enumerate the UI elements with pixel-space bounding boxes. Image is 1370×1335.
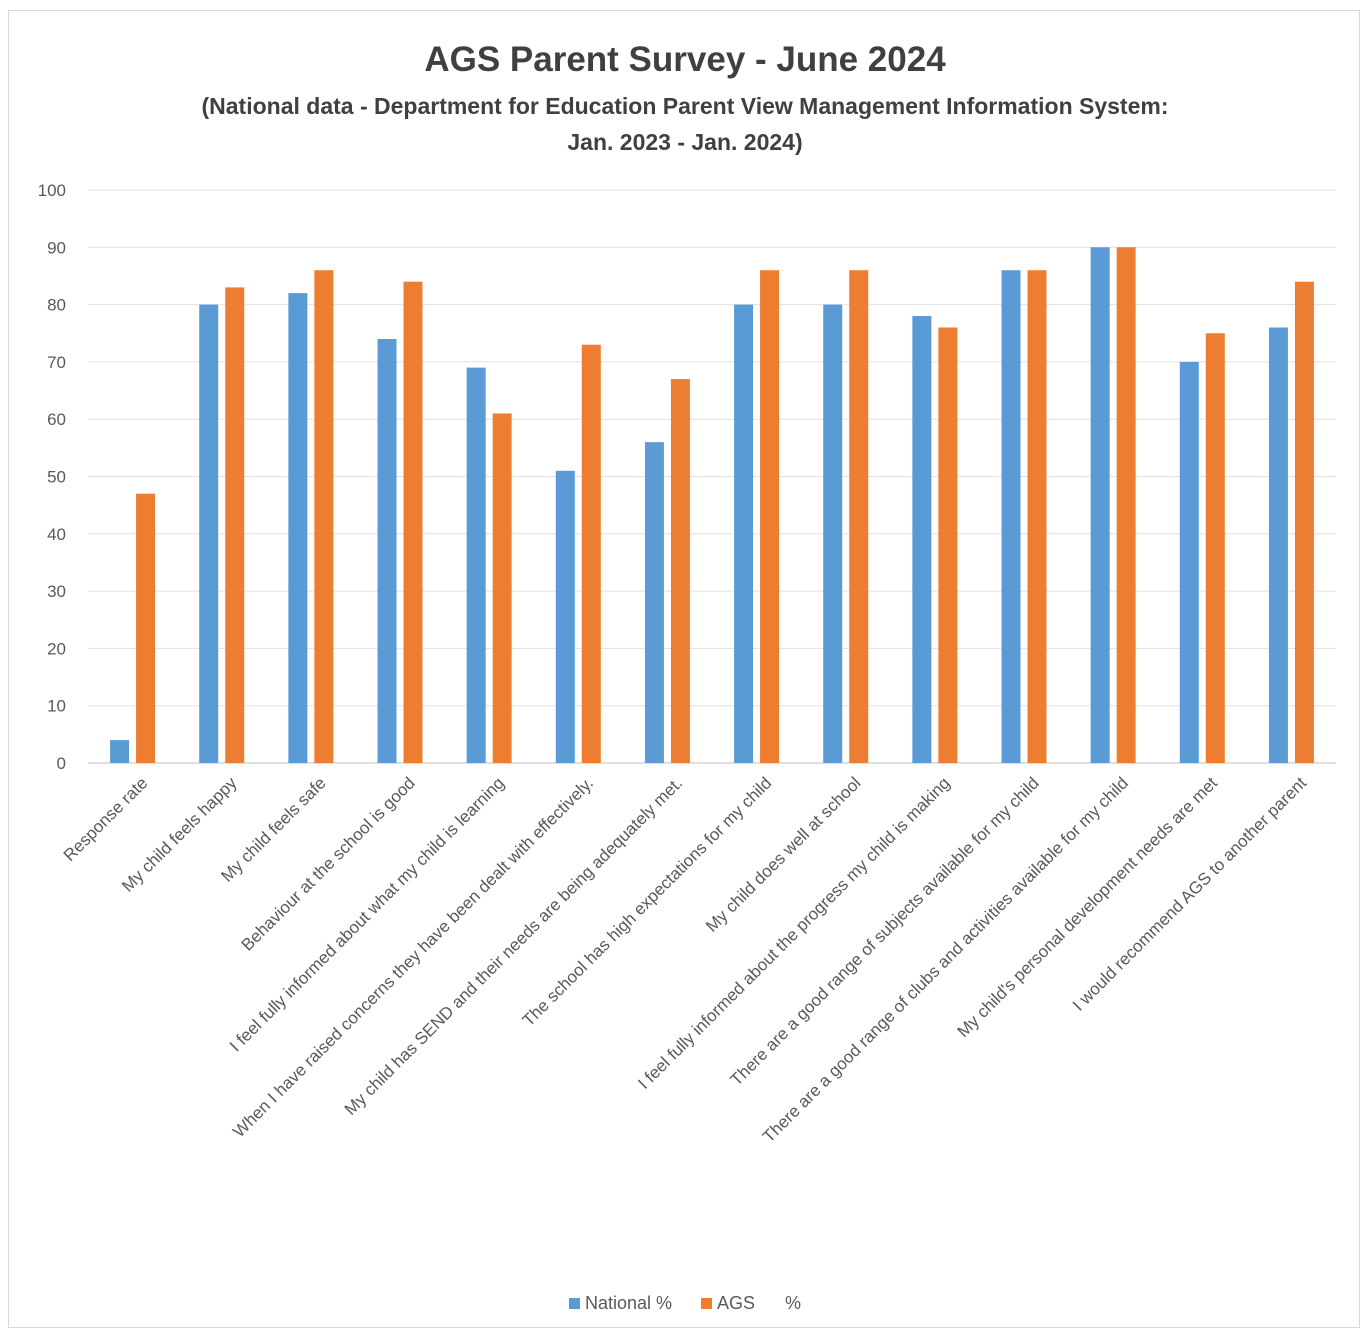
legend-label-national: National %: [584, 1293, 672, 1313]
bars: [110, 247, 1314, 764]
bar-national: [1179, 361, 1199, 763]
bar-ags: [849, 270, 869, 763]
x-tick-label: Behaviour at the school is good: [238, 773, 419, 954]
bar-national: [377, 338, 397, 763]
y-tick-label: 70: [47, 353, 66, 372]
bar-national: [644, 442, 664, 763]
y-tick-label: 40: [47, 525, 66, 544]
bar-ags: [1205, 333, 1225, 763]
bar-national: [1001, 270, 1021, 763]
y-tick-label: 30: [47, 582, 66, 601]
bar-national: [912, 316, 932, 763]
bar-ags: [670, 379, 690, 763]
bar-ags: [403, 281, 423, 763]
y-tick-label: 100: [38, 181, 66, 200]
bar-ags: [136, 493, 156, 763]
y-tick-label: 10: [47, 697, 66, 716]
x-tick-label: My child has SEND and their needs are be…: [341, 773, 687, 1119]
bar-national: [288, 293, 308, 763]
bar-ags: [1294, 281, 1314, 763]
chart-subtitle: (National data - Department for Educatio…: [201, 93, 1169, 155]
bar-national: [1268, 327, 1288, 763]
bar-ags: [581, 344, 601, 763]
y-tick-label: 60: [47, 410, 66, 429]
bar-national: [555, 470, 575, 763]
y-tick-label: 20: [47, 639, 66, 658]
legend-item-national: National %: [568, 1293, 672, 1314]
bar-national: [823, 304, 843, 763]
y-tick-label: 50: [47, 468, 66, 487]
bar-national: [110, 740, 130, 763]
x-tick-label: I feel fully informed about the progress…: [634, 773, 953, 1092]
bar-ags: [314, 270, 334, 763]
bar-national: [199, 304, 219, 763]
x-tick-label: There are a good range of subjects avail…: [727, 773, 1043, 1089]
legend-swatch-ags: [701, 1298, 713, 1309]
legend: National % AGS %: [0, 1293, 1370, 1314]
bar-ags: [225, 287, 245, 763]
y-tick-label: 80: [47, 296, 66, 315]
bar-national: [734, 304, 754, 763]
bar-national: [1090, 247, 1110, 764]
y-tick-label: 90: [47, 238, 66, 257]
x-tick-label: My child does well at school: [702, 773, 864, 935]
x-tick-label: Response rate: [60, 773, 152, 865]
bar-national: [466, 367, 486, 763]
y-axis-ticks: 0 10 20 30 40 50 60 70 80 90 100: [38, 181, 66, 773]
legend-swatch-national: [568, 1298, 580, 1309]
bar-ags: [1027, 270, 1047, 763]
bar-ags: [492, 413, 512, 763]
gridlines: [88, 189, 1336, 764]
legend-label-ags: AGS %: [717, 1293, 802, 1313]
chart-title: AGS Parent Survey - June 2024: [424, 40, 946, 79]
y-tick-label: 0: [57, 754, 66, 773]
legend-item-ags: AGS %: [701, 1293, 801, 1314]
bar-ags: [1116, 247, 1136, 764]
bar-ags: [760, 270, 780, 763]
bar-ags: [938, 327, 958, 763]
